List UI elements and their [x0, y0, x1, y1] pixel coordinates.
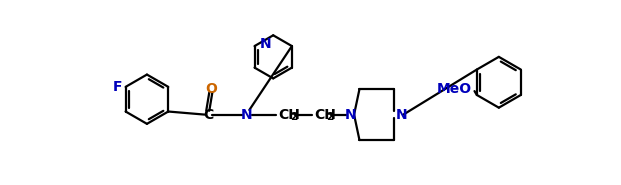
Text: MeO: MeO — [437, 82, 472, 96]
Text: N: N — [345, 108, 356, 122]
Text: 2: 2 — [327, 112, 333, 122]
Text: N: N — [396, 108, 407, 122]
Text: N: N — [260, 37, 271, 51]
Text: 2: 2 — [290, 112, 297, 122]
Text: CH: CH — [278, 108, 300, 122]
Text: C: C — [204, 108, 214, 122]
Text: O: O — [206, 82, 217, 96]
Text: F: F — [113, 80, 122, 94]
Text: N: N — [241, 108, 253, 122]
Text: CH: CH — [314, 108, 336, 122]
